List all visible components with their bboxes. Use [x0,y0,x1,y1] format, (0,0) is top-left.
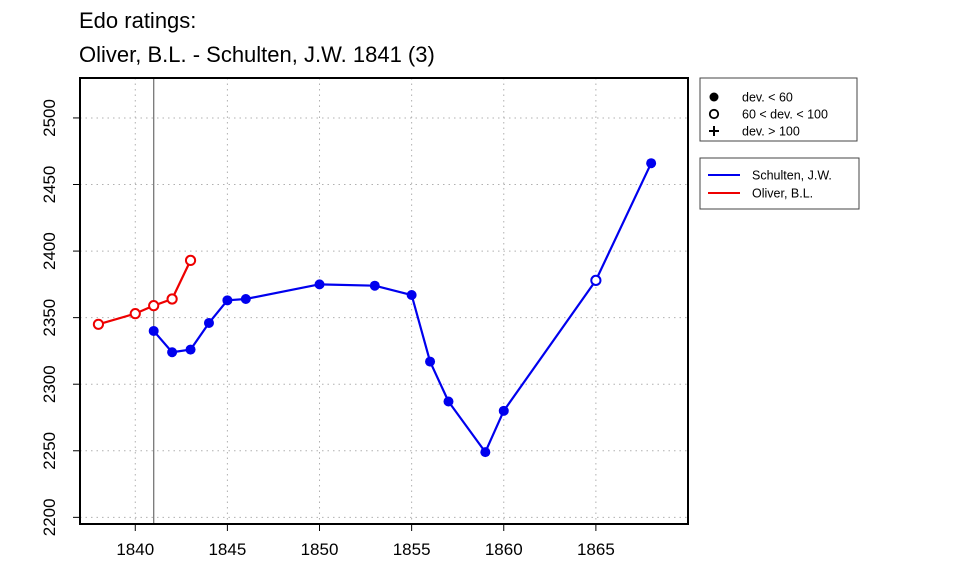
marker-legend-box [699,77,858,142]
data-point [646,158,657,169]
data-point-open [590,274,602,286]
data-point [148,325,159,336]
data-point [443,396,454,407]
series-line-0 [152,162,653,454]
data-point [314,279,325,290]
marker-legend-label: dev. < 60 [742,91,793,105]
data-point-open [148,300,160,312]
series-legend: Schulten, J.W. Oliver, B.L. [699,157,860,210]
x-tick-label: 1860 [485,540,523,559]
data-point [167,347,178,358]
data-point [222,295,233,306]
grid-lines [80,78,688,524]
filled-circle-icon [709,92,719,102]
x-tick-label: 1850 [301,540,339,559]
plus-icon [709,126,719,136]
y-tick-label: 2400 [40,232,59,270]
x-tick-label: 1840 [116,540,154,559]
series-layer [92,158,657,458]
series-legend-label: Oliver, B.L. [752,187,813,201]
marker-legend-label: dev. > 100 [742,125,800,139]
y-tick-label: 2200 [40,498,59,536]
data-point [203,317,214,328]
data-point [369,280,380,291]
marker-legend-label: 60 < dev. < 100 [742,108,828,122]
data-point [185,344,196,355]
axes: 1840 1845 1850 1855 1860 1865 2200 2250 2300 2350… [40,99,615,559]
series-legend-box [699,157,860,210]
chart-subtitle: Oliver, B.L. - Schulten, J.W. 1841 (3) [79,42,435,67]
chart-title: Edo ratings: [79,8,196,33]
y-tick-label: 2500 [40,99,59,137]
data-point [240,294,251,305]
data-point [406,290,417,301]
data-point-open [184,254,197,266]
y-tick-label: 2250 [40,432,59,470]
series-legend-label: Schulten, J.W. [752,169,832,183]
marker-legend: dev. < 60 60 < dev. < 100 dev. > 100 [699,77,858,142]
y-tick-label: 2450 [40,166,59,204]
plot-frame [79,77,689,525]
x-tick-label: 1845 [208,540,246,559]
x-tick-label: 1865 [577,540,615,559]
x-tick-label: 1855 [393,540,431,559]
y-tick-label: 2350 [40,299,59,337]
open-circle-icon [708,108,720,120]
data-point-open [92,318,105,330]
data-point [498,405,509,416]
data-point [425,356,436,367]
data-point-open [129,308,141,320]
data-point-open [166,293,178,305]
data-point [480,447,491,458]
series-line-1 [98,259,192,326]
y-tick-label: 2300 [40,365,59,403]
